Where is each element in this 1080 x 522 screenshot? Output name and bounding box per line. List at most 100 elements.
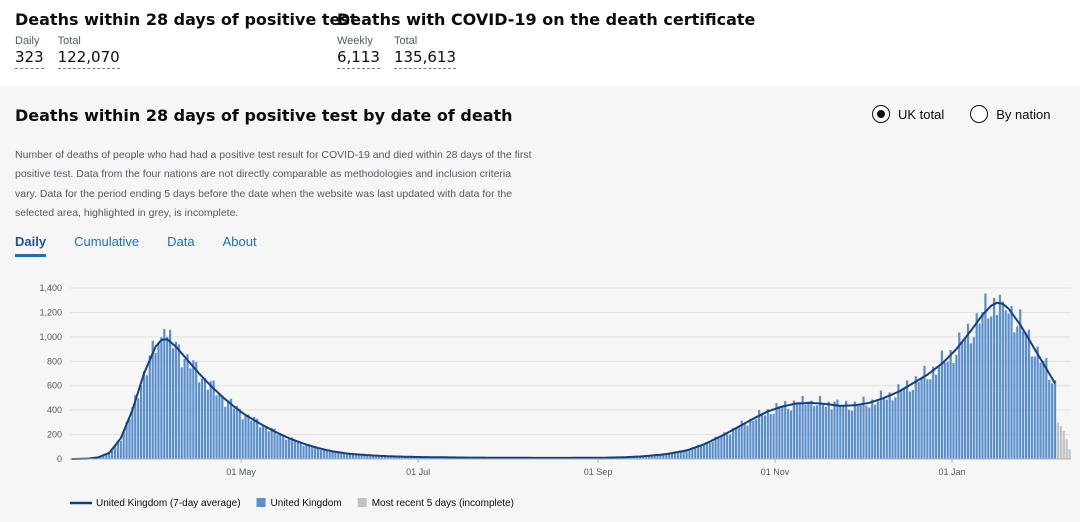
tab-cumulative[interactable]: Cumulative [74, 234, 140, 249]
daily-bar [784, 400, 787, 459]
weekly-label: Weekly [337, 35, 373, 47]
daily-bar [142, 371, 146, 459]
daily-bar [406, 457, 410, 459]
daily-bar [670, 452, 674, 459]
daily-bar [110, 449, 114, 459]
daily-bar [775, 403, 778, 459]
daily-bar [166, 336, 169, 459]
daily-bar [302, 445, 305, 459]
daily-bar [949, 349, 952, 459]
daily-bar [270, 427, 273, 459]
radio-checked-icon[interactable] [872, 105, 890, 123]
daily-bar [128, 419, 131, 459]
daily-bar [325, 449, 328, 459]
daily-bar [818, 395, 822, 459]
daily-bar [348, 453, 352, 459]
daily-bar [963, 337, 967, 459]
daily-bar [157, 343, 160, 459]
daily-bar [833, 401, 836, 459]
radio-unchecked-icon[interactable] [970, 105, 989, 123]
daily-bar [885, 399, 888, 459]
y-axis-ticks: 0 200 400 600 800 1,000 1,200 1,400 [39, 283, 62, 464]
daily-bar [1007, 313, 1010, 459]
daily-bar [305, 444, 308, 459]
daily-bar [119, 440, 122, 459]
radio-uk-total[interactable]: UK total [872, 105, 944, 123]
daily-bar [256, 418, 259, 459]
weekly-value[interactable]: 6,113 [337, 47, 380, 69]
daily-bar [740, 420, 743, 459]
tab-daily[interactable]: Daily [15, 234, 47, 257]
daily-bar [183, 359, 186, 459]
daily-bar [1001, 301, 1004, 459]
average-line-group [71, 301, 1056, 460]
daily-bar [386, 456, 389, 459]
daily-bar [131, 407, 134, 459]
daily-bar [914, 376, 917, 459]
area-radio-group: UK total By nation [872, 105, 1050, 123]
daily-bar [424, 457, 427, 459]
daily-bar [409, 456, 413, 459]
daily-value[interactable]: 323 [15, 47, 44, 69]
daily-bar [299, 442, 302, 459]
daily-bar [360, 454, 363, 459]
daily-bar [105, 454, 108, 459]
daily-bar [163, 328, 166, 459]
y-tick-label: 0 [57, 454, 62, 464]
daily-bar [673, 452, 677, 459]
cert-total-value[interactable]: 135,613 [393, 47, 456, 69]
daily-bar [203, 377, 207, 459]
daily-bar [1016, 326, 1019, 459]
daily-bar [801, 395, 804, 459]
daily-bar [200, 378, 204, 459]
daily-bar [195, 361, 198, 459]
daily-bar [1042, 360, 1045, 459]
incomplete-bar [1068, 449, 1071, 459]
daily-bar [813, 406, 816, 459]
incomplete-bar [1062, 430, 1065, 459]
deaths-28-days-title: Deaths within 28 days of positive test [15, 10, 358, 29]
daily-bar [874, 404, 877, 459]
total-label: Total [57, 35, 81, 47]
x-tick-label: 01 Jan [939, 467, 966, 477]
x-tick-label: 01 Jul [406, 467, 430, 477]
daily-bar [897, 384, 900, 459]
daily-bar [630, 456, 633, 459]
daily-bar [636, 456, 639, 459]
daily-bar [917, 381, 920, 459]
daily-bar [209, 381, 212, 459]
daily-bar [807, 401, 810, 459]
daily-bar [168, 329, 172, 459]
daily-bar [311, 446, 314, 459]
daily-bar [972, 337, 975, 459]
total-value[interactable]: 122,070 [57, 47, 120, 69]
radio-by-nation[interactable]: By nation [970, 105, 1050, 123]
daily-bar [383, 456, 386, 459]
daily-bar [879, 390, 883, 459]
daily-bar [816, 405, 819, 459]
tab-about[interactable]: About [222, 234, 257, 249]
daily-bar [752, 420, 755, 459]
daily-bar [343, 453, 346, 459]
tab-data[interactable]: Data [167, 234, 195, 249]
daily-bar [1053, 380, 1057, 459]
daily-bar [108, 452, 111, 459]
daily-bar [978, 323, 981, 459]
incomplete-bar [1056, 422, 1060, 459]
daily-bar [229, 398, 233, 459]
daily-bar [842, 406, 845, 459]
daily-bar [238, 408, 241, 459]
daily-bar [659, 454, 662, 459]
daily-bar [937, 367, 941, 459]
chart-card: Deaths within 28 days of positive test b… [0, 86, 1080, 522]
daily-bar [702, 445, 706, 459]
daily-bar [763, 415, 766, 459]
daily-bar [827, 401, 830, 459]
x-tick-label: 01 Sep [584, 467, 613, 477]
daily-bar [682, 451, 685, 459]
incomplete-bar [1065, 439, 1068, 459]
daily-bar [273, 428, 276, 459]
daily-bar [322, 449, 325, 459]
daily-bar [633, 456, 636, 459]
daily-bar [122, 432, 125, 459]
